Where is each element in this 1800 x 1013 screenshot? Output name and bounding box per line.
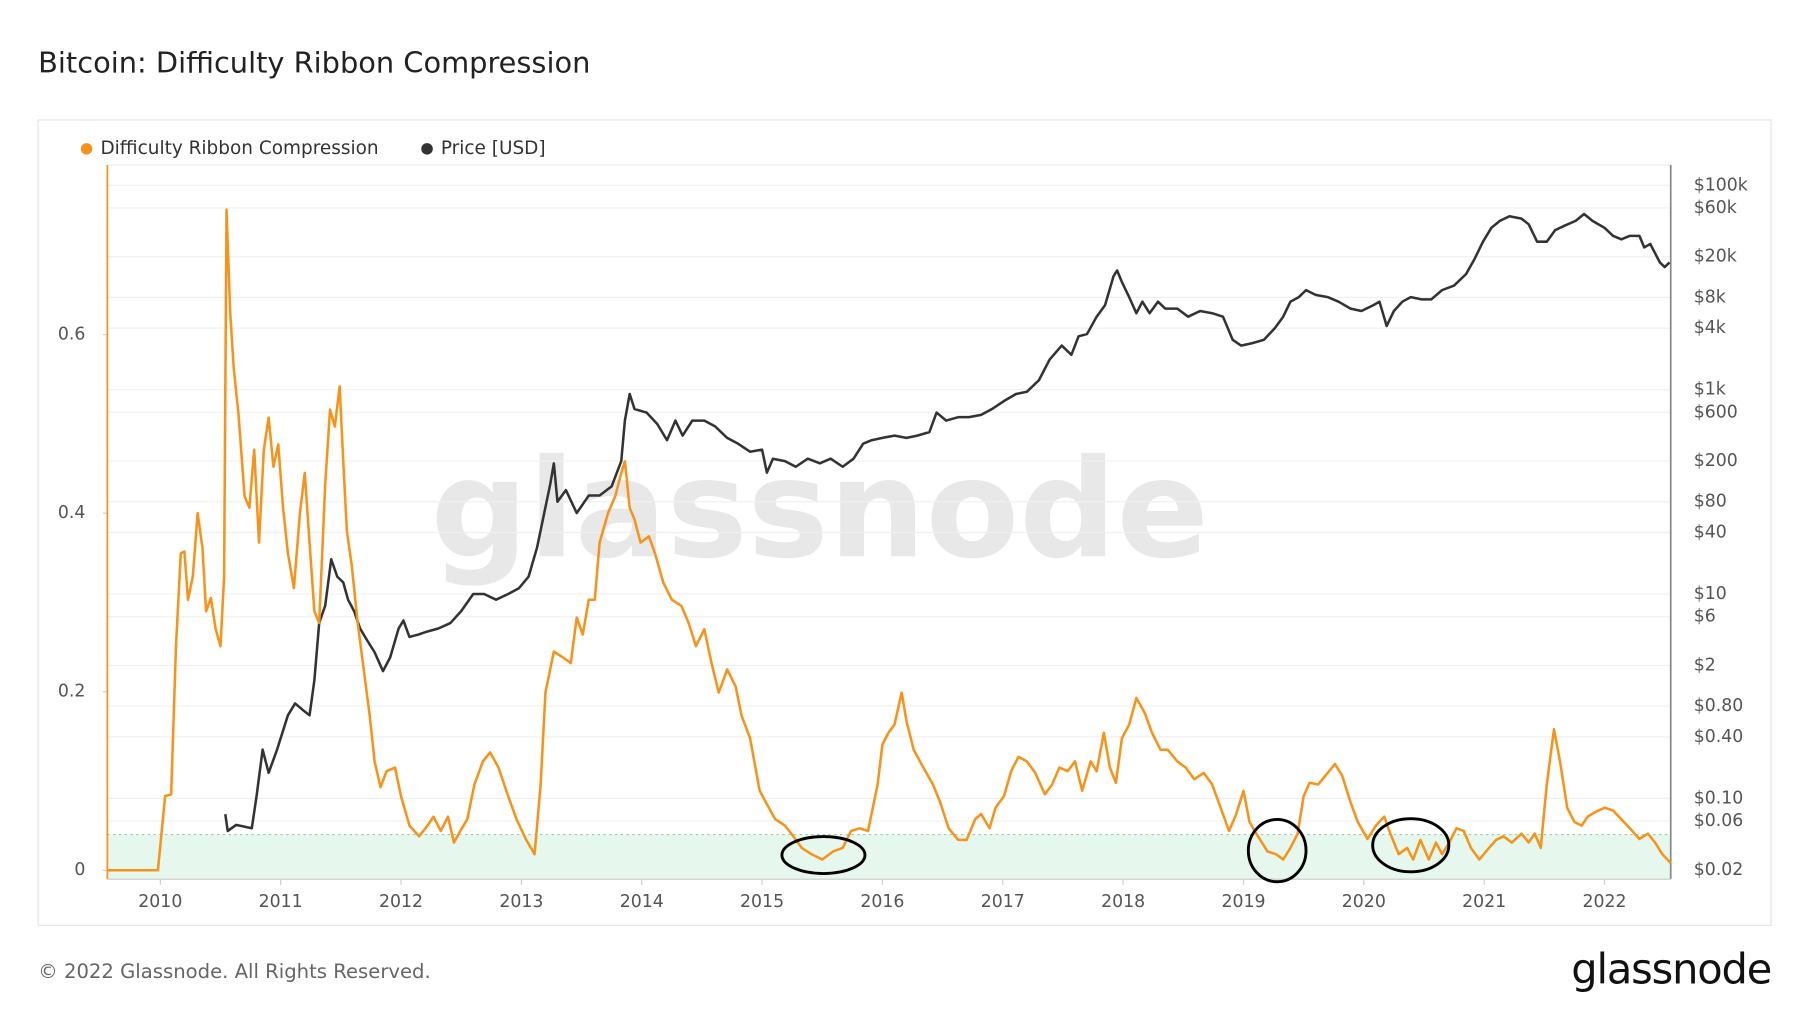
y2-tick-label: $600	[1694, 402, 1738, 422]
x-tick-label: 2010	[138, 892, 182, 912]
legend-marker	[421, 143, 433, 155]
annotation-circle	[1246, 818, 1308, 884]
y2-tick-label: $0.40	[1694, 727, 1744, 747]
y2-tick-label: $8k	[1694, 287, 1726, 307]
annotation-circle	[1371, 817, 1451, 874]
y2-tick-label: $6	[1694, 607, 1716, 627]
x-tick-label: 2013	[499, 892, 543, 912]
watermark: glassnode	[431, 431, 1209, 589]
y-tick-label: 0.2	[58, 682, 86, 702]
y2-tick-label: $4k	[1694, 318, 1726, 338]
threshold-band	[107, 834, 1671, 880]
series-line	[224, 212, 1671, 833]
chart-card	[37, 119, 1772, 926]
y2-tick-label: $10	[1694, 584, 1727, 604]
y2-tick-label: $1k	[1694, 380, 1726, 400]
y2-tick-label: $0.10	[1694, 788, 1744, 808]
annotation-circle	[780, 835, 867, 875]
series-line	[107, 208, 1672, 872]
y2-tick-label: $100k	[1694, 175, 1748, 195]
x-tick-label: 2019	[1221, 892, 1265, 912]
y2-tick-label: $0.06	[1694, 811, 1744, 831]
y-tick-label: 0	[74, 860, 85, 880]
x-tick-label: 2021	[1462, 892, 1506, 912]
y2-tick-label: $40	[1694, 523, 1727, 543]
legend-label: Price [USD]	[441, 138, 546, 159]
legend-marker	[80, 143, 93, 155]
logo: glassnode	[1571, 945, 1771, 994]
y2-tick-label: $20k	[1694, 247, 1737, 267]
x-tick-label: 2015	[740, 892, 784, 912]
x-tick-label: 2016	[860, 892, 904, 912]
y2-tick-label: $60k	[1694, 198, 1737, 218]
y2-tick-label: $2	[1694, 655, 1716, 675]
x-tick-label: 2012	[379, 892, 423, 912]
x-tick-label: 2014	[620, 892, 664, 912]
y2-tick-label: $80	[1694, 492, 1727, 512]
y2-tick-label: $0.02	[1694, 860, 1744, 880]
x-tick-label: 2017	[981, 892, 1025, 912]
y2-tick-label: $0.80	[1694, 696, 1744, 716]
y-tick-label: 0.4	[58, 503, 86, 523]
x-tick-label: 2022	[1583, 892, 1627, 912]
y2-tick-label: $200	[1694, 451, 1738, 471]
x-tick-label: 2020	[1342, 892, 1386, 912]
x-tick-label: 2011	[259, 892, 303, 912]
footer: © 2022 Glassnode. All Rights Reserved.	[38, 960, 431, 983]
legend-label: Difficulty Ribbon Compression	[100, 138, 378, 159]
x-tick-label: 2018	[1101, 892, 1145, 912]
chart-title: Bitcoin: Difficulty Ribbon Compression	[38, 46, 590, 80]
y-tick-label: 0.6	[58, 325, 86, 345]
